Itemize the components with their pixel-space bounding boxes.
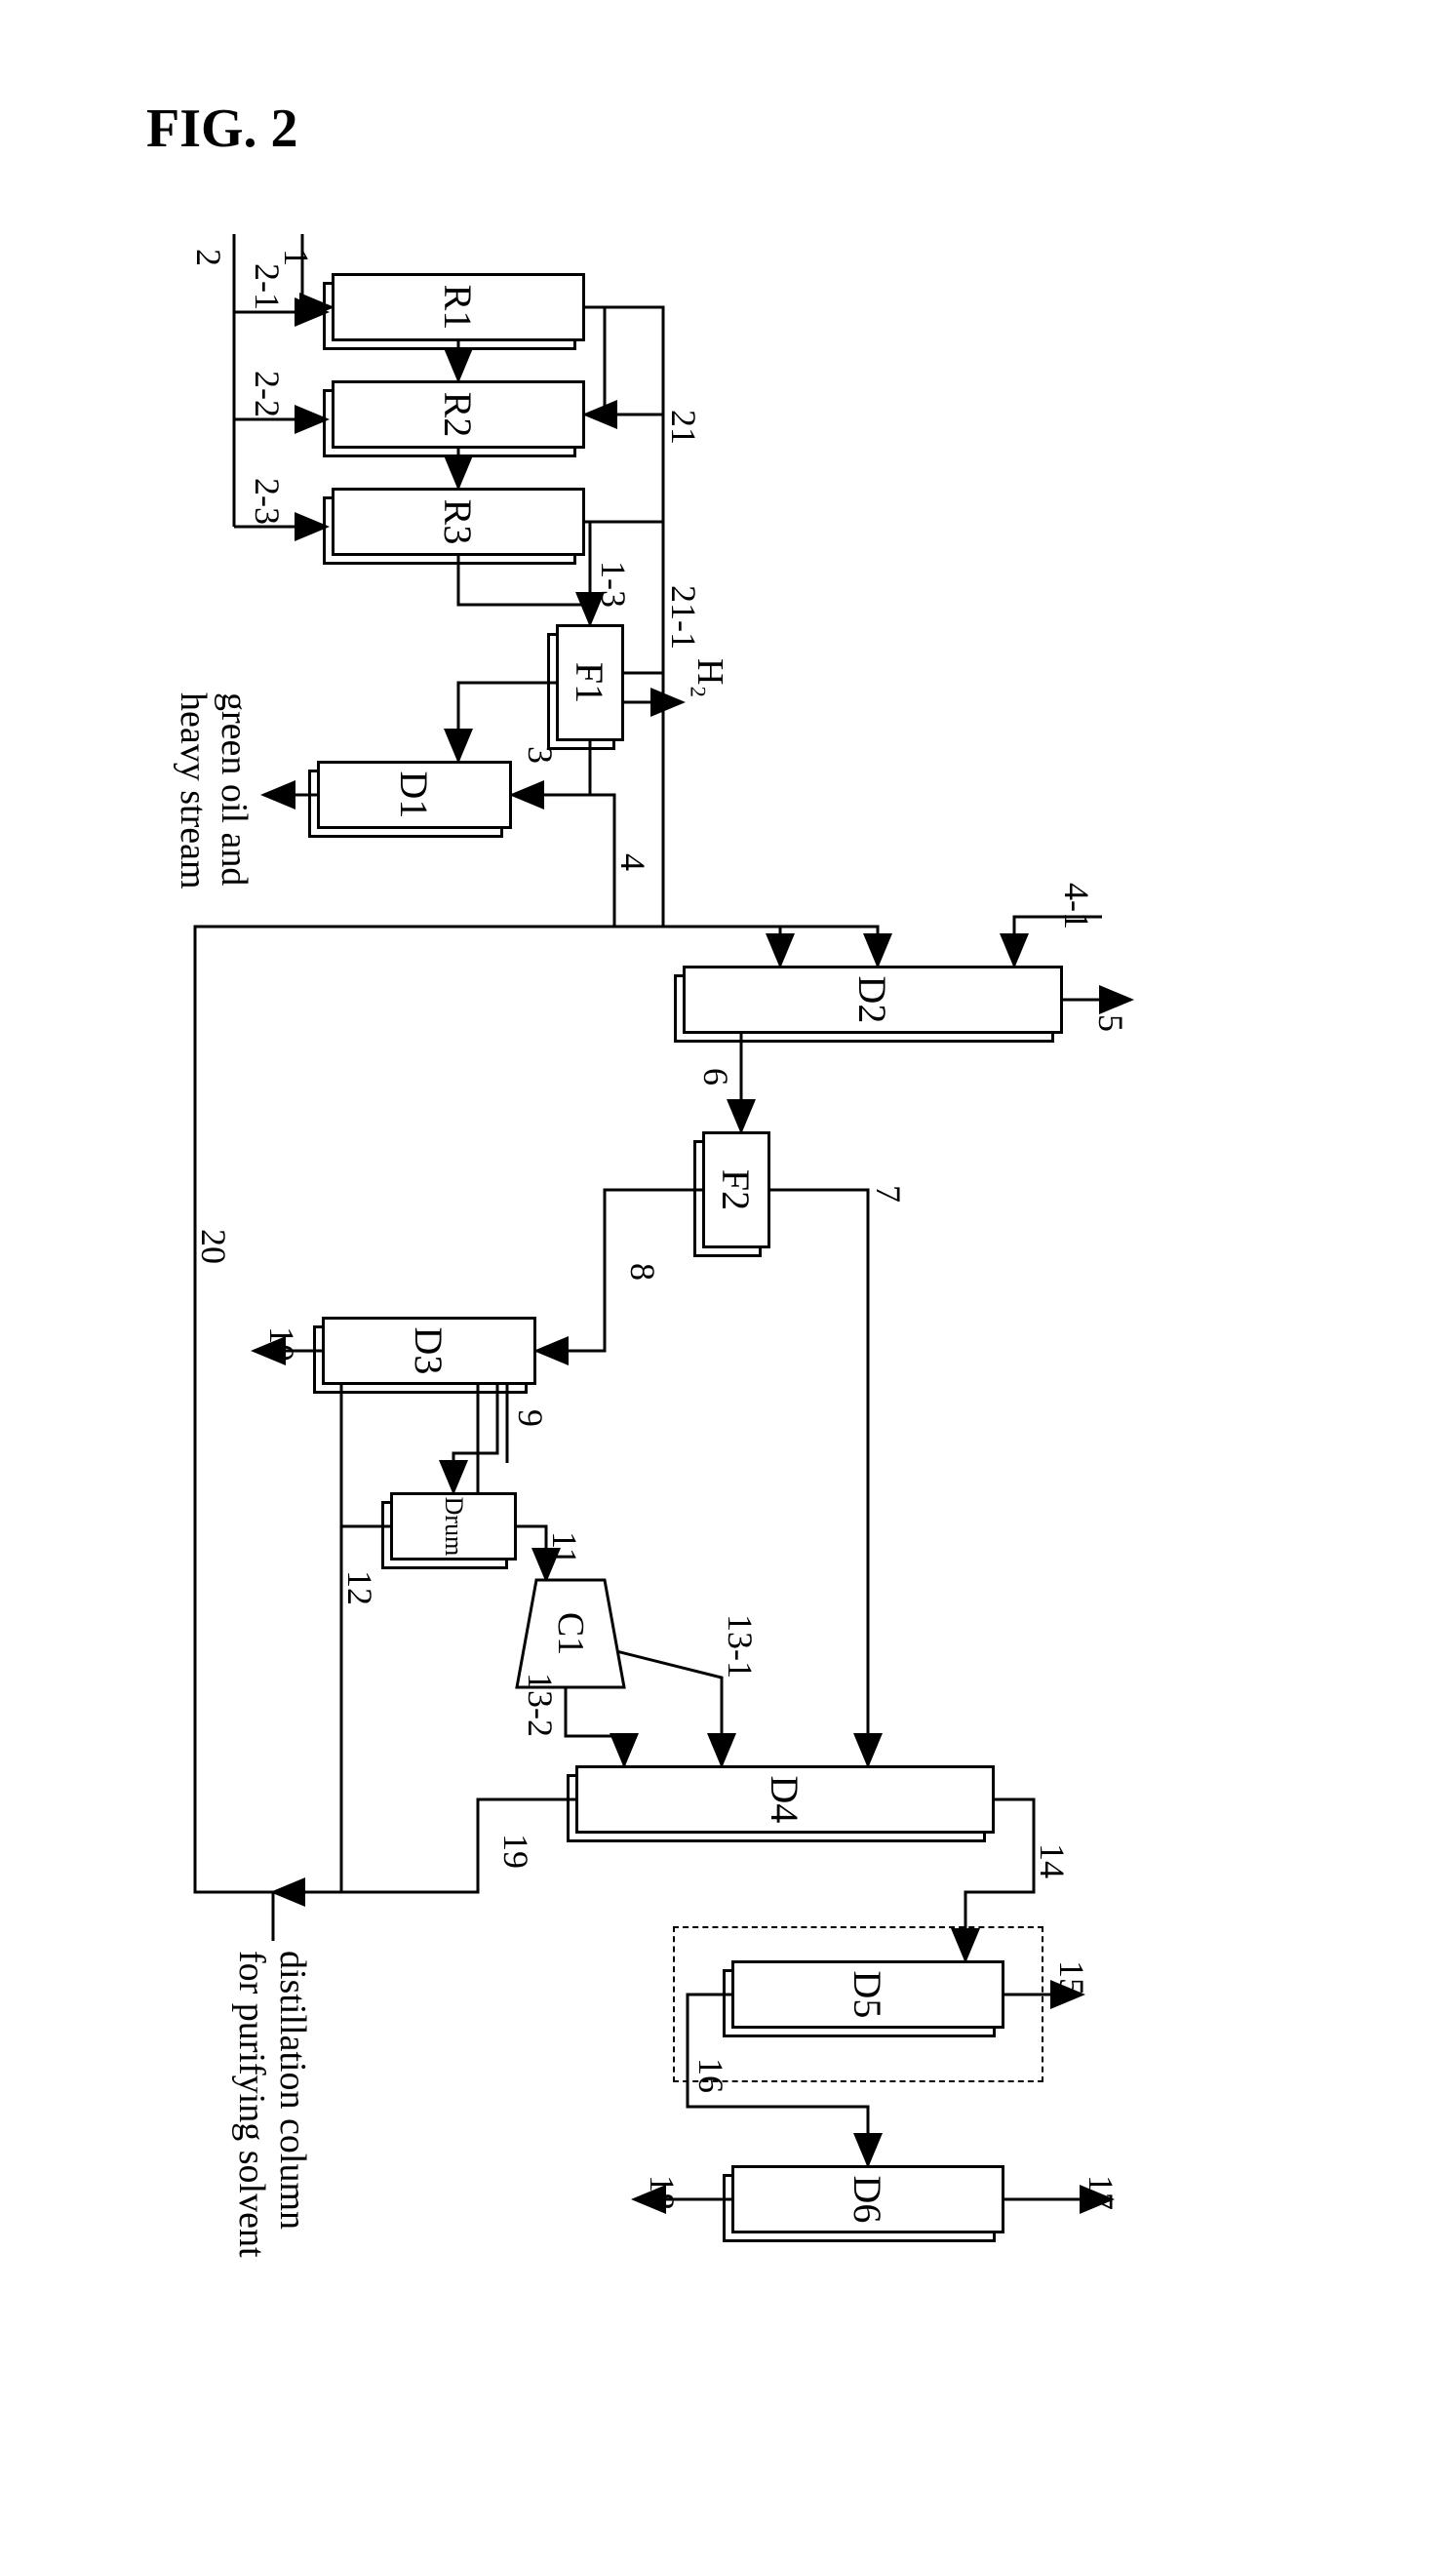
stream-13-2: 13-2 <box>520 1673 561 1737</box>
stream-21-1: 21-1 <box>663 585 704 650</box>
green-oil-label: green oil andheavy stream <box>172 692 254 946</box>
flash-f1-label: F1 <box>568 662 613 703</box>
stream-20: 20 <box>193 1229 234 1264</box>
stream-1-3: 1-3 <box>593 561 634 608</box>
stream-4-1: 4-1 <box>1056 883 1097 929</box>
stream-14: 14 <box>1032 1843 1073 1878</box>
column-d4-label: D4 <box>763 1776 808 1824</box>
stream-18: 18 <box>642 2175 683 2210</box>
stream-17: 17 <box>1081 2175 1122 2210</box>
column-d4: D4 <box>575 1765 995 1834</box>
reactor-r2-label: R2 <box>436 392 482 438</box>
stream-6: 6 <box>695 1068 736 1086</box>
stream-8: 8 <box>622 1263 663 1281</box>
column-d2: D2 <box>683 966 1063 1034</box>
stream-13-1: 13-1 <box>720 1614 761 1679</box>
column-d5-label: D5 <box>846 1971 891 2019</box>
column-d1: D1 <box>317 761 512 829</box>
stream-10: 10 <box>261 1326 302 1362</box>
column-d6-label: D6 <box>846 2176 891 2224</box>
drum: Drum <box>390 1492 517 1561</box>
reactor-r3: R3 <box>332 488 585 556</box>
stream-19: 19 <box>495 1834 536 1869</box>
flash-f2-label: F2 <box>714 1169 760 1210</box>
flash-f1: F1 <box>556 624 624 741</box>
figure-title: FIG. 2 <box>146 98 298 160</box>
flash-f2: F2 <box>702 1131 770 1248</box>
stream-15: 15 <box>1051 1960 1092 1995</box>
stream-3: 3 <box>520 746 561 764</box>
stream-11: 11 <box>544 1531 585 1565</box>
column-d3-label: D3 <box>407 1327 453 1375</box>
stream-12: 12 <box>339 1570 380 1605</box>
stream-7: 7 <box>868 1185 909 1203</box>
stream-2-1: 2-1 <box>247 263 288 310</box>
reactor-r2: R2 <box>332 380 585 449</box>
reactor-r1: R1 <box>332 273 585 341</box>
page: FIG. 2 <box>39 39 1417 2529</box>
stream-2: 2 <box>188 249 229 266</box>
stream-21: 21 <box>663 410 704 445</box>
compressor-c1-label: C1 <box>549 1612 592 1655</box>
column-d3: D3 <box>322 1317 536 1385</box>
diagram-wrapper: R1 R2 R3 F1 D1 D2 F2 D3 Drum C1 D4 D5 D6 <box>0 780 1456 1892</box>
column-d2-label: D2 <box>850 976 896 1024</box>
reactor-r1-label: R1 <box>436 285 482 331</box>
stream-2-3: 2-3 <box>247 478 288 525</box>
diagram-canvas: R1 R2 R3 F1 D1 D2 F2 D3 Drum C1 D4 D5 D6 <box>176 215 1287 2458</box>
compressor-c1: C1 <box>517 1580 624 1687</box>
stream-5: 5 <box>1090 1014 1131 1032</box>
stream-4: 4 <box>612 853 653 871</box>
stream-2-2: 2-2 <box>247 371 288 417</box>
reactor-r3-label: R3 <box>436 499 482 545</box>
drum-label: Drum <box>439 1497 468 1557</box>
stream-16: 16 <box>690 2058 731 2093</box>
column-d1-label: D1 <box>392 771 438 819</box>
column-d5: D5 <box>731 1960 1004 2029</box>
column-d6: D6 <box>731 2165 1004 2233</box>
purifier-note: distillation columnfor purifying solvent <box>230 1951 312 2360</box>
stream-9: 9 <box>510 1409 551 1427</box>
h2-label: H₂ <box>689 658 731 698</box>
